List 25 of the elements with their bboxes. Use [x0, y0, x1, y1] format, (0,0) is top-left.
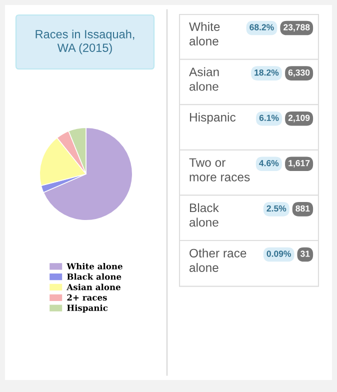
text: 2,109 — [288, 114, 310, 122]
legend-label: Asian alone — [66, 284, 120, 290]
text: 18.2% — [254, 69, 279, 76]
text: 31 — [300, 250, 310, 257]
legend-label: 2+ races — [67, 294, 107, 301]
category-label: Two or more races — [189, 158, 250, 182]
legend-label: Black alone — [67, 273, 122, 280]
legend-label: White alone — [66, 262, 122, 270]
category-label: Asian alone — [189, 67, 219, 91]
text: 23,788 — [284, 24, 310, 32]
text: 2.5% — [266, 205, 286, 212]
text: 881 — [296, 205, 310, 212]
text: 6,330 — [288, 69, 310, 77]
category-label: Other race alone — [190, 248, 246, 272]
chart-title: Races in Issaquah, WA (2015) — [36, 30, 134, 54]
text: 4.6% — [259, 160, 279, 166]
legend-label: Hispanic — [67, 304, 108, 313]
text: 0.09% — [266, 250, 292, 257]
text: 6.1% — [259, 114, 279, 121]
category-label: Black alone — [190, 203, 219, 227]
pie-slice — [43, 127, 133, 221]
category-label: Hispanic — [190, 112, 236, 124]
text: 68.2% — [250, 24, 274, 30]
text: 1,617 — [288, 160, 310, 168]
category-label: White alone — [189, 22, 220, 46]
